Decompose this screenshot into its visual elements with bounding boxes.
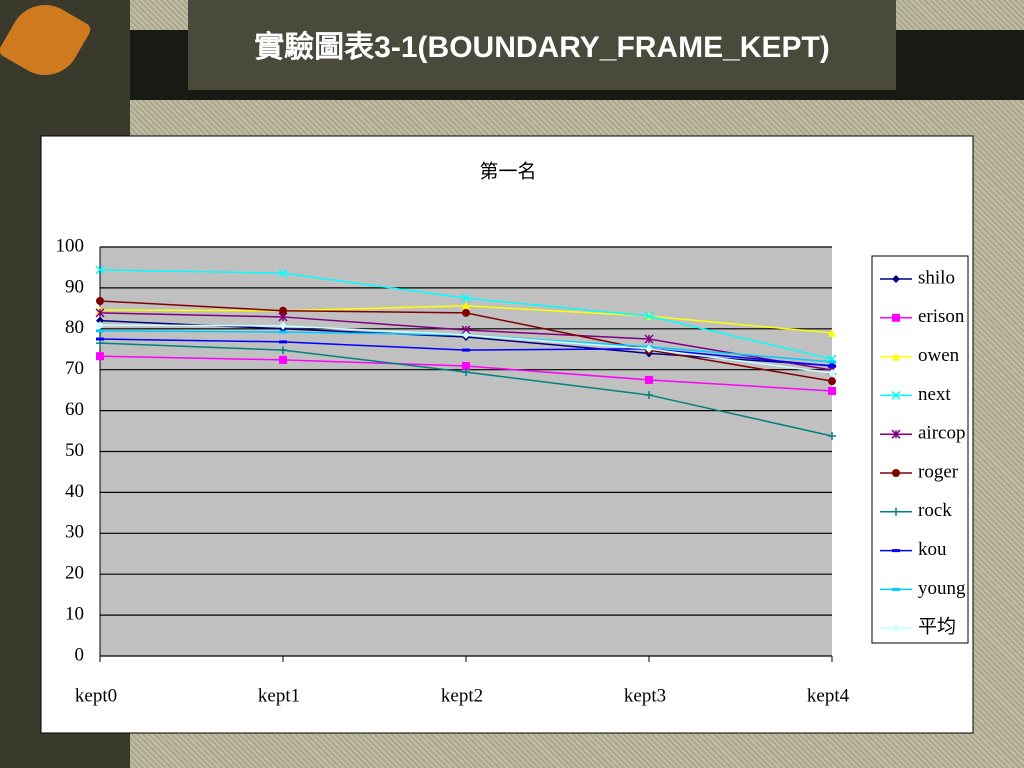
- legend-label: aircop: [918, 423, 965, 444]
- y-tick-label: 60: [65, 399, 84, 420]
- marker: [644, 334, 654, 344]
- y-tick-label: 20: [65, 563, 84, 584]
- y-tick-label: 40: [65, 481, 84, 502]
- marker: [645, 344, 653, 353]
- slide-title: 實驗圖表3-1(BOUNDARY_FRAME_KEPT): [254, 31, 830, 64]
- y-tick-label: 50: [65, 440, 84, 461]
- marker: [828, 368, 836, 377]
- marker: [461, 293, 471, 303]
- chart-title: 第一名: [479, 160, 536, 182]
- marker: [892, 313, 900, 322]
- marker: [892, 587, 900, 591]
- marker: [96, 296, 104, 305]
- legend-label: shilo: [918, 267, 955, 288]
- marker: [95, 308, 105, 318]
- marker: [462, 368, 470, 377]
- legend-label: 平均: [918, 616, 956, 638]
- legend: [871, 255, 969, 644]
- marker: [279, 340, 287, 344]
- marker: [279, 306, 287, 315]
- y-tick-label: 30: [65, 522, 84, 543]
- y-tick-label: 0: [75, 644, 85, 665]
- marker: [828, 360, 836, 364]
- legend-label: young: [918, 578, 966, 599]
- marker: [892, 549, 900, 553]
- marker: [96, 321, 104, 330]
- marker: [645, 375, 653, 384]
- marker: [96, 329, 104, 333]
- marker: [891, 429, 901, 439]
- y-tick-label: 100: [56, 235, 85, 256]
- x-tick-label: kept4: [807, 685, 850, 706]
- marker: [891, 390, 901, 400]
- marker: [892, 352, 900, 361]
- marker: [279, 330, 287, 334]
- legend-label: kou: [918, 539, 947, 560]
- marker: [279, 355, 287, 364]
- marker: [828, 431, 836, 440]
- marker: [892, 624, 900, 633]
- marker: [96, 316, 104, 325]
- y-tick-label: 90: [65, 276, 84, 297]
- legend-label: roger: [918, 461, 959, 482]
- marker: [828, 386, 836, 395]
- marker: [828, 377, 836, 386]
- title-box: [188, 0, 896, 90]
- legend-label: next: [918, 384, 951, 405]
- marker: [462, 330, 470, 339]
- legend-label: rock: [918, 500, 952, 521]
- marker: [279, 346, 287, 355]
- legend-label: erison: [918, 306, 965, 327]
- y-tick-label: 10: [65, 603, 84, 624]
- legend-label: owen: [918, 345, 960, 366]
- marker: [96, 337, 104, 341]
- marker: [828, 364, 836, 368]
- x-tick-label: kept1: [258, 685, 300, 706]
- marker: [462, 308, 470, 317]
- marker: [892, 275, 900, 283]
- y-tick-label: 70: [65, 358, 84, 379]
- x-tick-label: kept2: [441, 685, 483, 706]
- marker: [462, 348, 470, 352]
- marker: [645, 391, 653, 400]
- marker: [278, 268, 288, 278]
- marker: [462, 362, 470, 371]
- marker: [96, 352, 104, 361]
- marker: [644, 311, 654, 321]
- marker: [892, 507, 900, 516]
- marker: [892, 469, 900, 477]
- x-tick-label: kept0: [75, 685, 117, 706]
- marker: [828, 328, 836, 337]
- marker: [95, 265, 105, 275]
- marker: [462, 301, 470, 310]
- x-tick-label: kept3: [624, 685, 666, 706]
- y-tick-label: 80: [65, 317, 84, 338]
- marker: [279, 321, 287, 330]
